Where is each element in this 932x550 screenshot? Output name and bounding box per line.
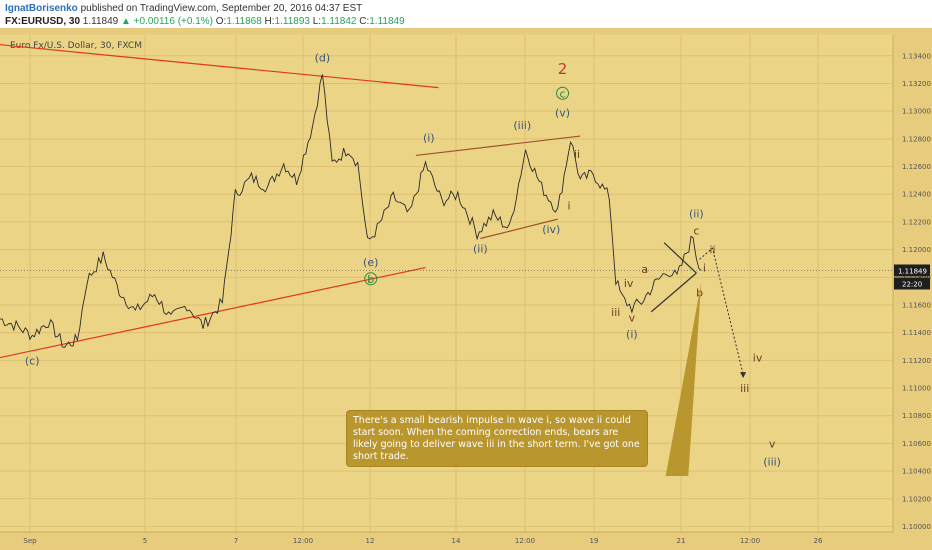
published-text: published on TradingView.com, September … (80, 3, 363, 14)
wave-label: iii (611, 306, 620, 319)
publication-line: IgnatBorisenko published on TradingView.… (5, 3, 362, 14)
wave-label: i (703, 262, 706, 275)
last-price: 1.11849 (82, 16, 119, 27)
low-label: L: (312, 16, 322, 27)
close-label: C: (359, 16, 370, 27)
wave-label: (v) (555, 107, 570, 120)
y-tick-label: 1.12000 (902, 246, 931, 254)
subwave-upper-line (663, 242, 697, 274)
wave-label: (i) (626, 328, 638, 341)
analysis-note-box: There's a small bearish impulse in wave … (346, 410, 648, 467)
wave-label: c (693, 224, 699, 237)
wave-label: (i) (423, 132, 435, 145)
x-tick-label: 12:00 (740, 537, 760, 545)
symbol-name: FX:EURUSD, 30 (5, 16, 81, 27)
wave-label: b (367, 273, 374, 286)
wave-label: (d) (315, 51, 331, 64)
y-tick-label: 1.11400 (902, 329, 931, 337)
wave-label: iv (624, 277, 634, 290)
lower-channel-line (480, 218, 558, 240)
countdown-tag (894, 277, 930, 290)
x-tick-label: 26 (814, 537, 823, 545)
open-label: O: (215, 16, 227, 27)
wave-label: (iv) (542, 223, 560, 236)
wave-label: i (567, 199, 570, 212)
x-tick-label: Sep (23, 537, 37, 545)
wave-label: ii (709, 244, 715, 257)
wave-label: a (641, 263, 648, 276)
y-tick-label: 1.10800 (902, 412, 931, 420)
countdown-value: 22:20 (902, 280, 922, 288)
wave-label: (ii) (473, 242, 488, 255)
wave-label: (ii) (689, 208, 704, 221)
y-tick-label: 1.10400 (902, 468, 931, 476)
y-tick-label: 1.11200 (902, 357, 931, 365)
x-tick-label: 12:00 (293, 537, 313, 545)
wave-label: (c) (25, 354, 40, 367)
y-tick-label: 1.10000 (902, 523, 931, 531)
x-tick-label: 7 (234, 537, 238, 545)
y-tick-label: 1.13400 (902, 52, 931, 60)
y-tick-label: 1.12400 (902, 191, 931, 199)
wave-circle (364, 272, 378, 286)
projection-line (699, 247, 744, 375)
x-tick-label: 5 (143, 537, 147, 545)
high-label: H: (264, 16, 275, 27)
low-value: 1.11842 (321, 16, 357, 27)
author-link[interactable]: IgnatBorisenko (5, 3, 78, 14)
y-tick-label: 1.11000 (902, 385, 931, 393)
y-tick-label: 1.10200 (902, 495, 931, 503)
last-price-tag (894, 264, 930, 277)
chart-title: Euro Fx/U.S. Dollar, 30, FXCM (10, 41, 142, 51)
upper-channel-line (415, 135, 581, 157)
x-tick-label: 12:00 (515, 537, 535, 545)
wave-label: 2 (558, 60, 568, 78)
x-tick-label: 19 (590, 537, 599, 545)
publication-header: IgnatBorisenko published on TradingView.… (0, 0, 932, 28)
up-arrow-icon: ▲ (120, 16, 131, 27)
y-tick-label: 1.12200 (902, 218, 931, 226)
wave-label: (iii) (763, 456, 781, 469)
wave-circle (556, 86, 570, 100)
upper-triangle-line (0, 44, 439, 89)
high-value: 1.11893 (274, 16, 310, 27)
symbol-quote-line: FX:EURUSD, 30 1.11849 ▲ +0.00116 (+0.1%)… (5, 16, 405, 27)
note-pointer (665, 282, 702, 476)
price-chart[interactable]: 1.13400 1.13200 1.13000 1.12800 1.12600 1.124… (0, 28, 932, 550)
x-tick-label: 21 (677, 537, 686, 545)
wave-label: iii (740, 382, 749, 395)
close-value: 1.11849 (369, 16, 405, 27)
y-tick-label: 1.12800 (902, 135, 931, 143)
wave-label: v (769, 438, 776, 451)
x-tick-label: 14 (452, 537, 461, 545)
wave-label: c (560, 87, 566, 100)
wave-label: ii (574, 148, 580, 161)
y-tick-label: 1.11600 (902, 301, 931, 309)
x-tick-label: 12 (366, 537, 375, 545)
wave-label: iv (753, 352, 763, 365)
subwave-lower-line (650, 272, 697, 313)
y-tick-label: 1.13000 (902, 108, 931, 116)
wave-label: v (629, 312, 636, 325)
open-value: 1.11868 (226, 16, 262, 27)
price-change: +0.00116 (+0.1%) (133, 16, 213, 27)
wave-label: (e) (363, 256, 378, 269)
price-series-line (0, 74, 702, 349)
projection-arrowhead (740, 372, 747, 379)
wave-label: (iii) (513, 119, 531, 132)
y-tick-label: 1.10600 (902, 440, 931, 448)
last-price-value: 1.11849 (898, 267, 927, 275)
y-tick-label: 1.12600 (902, 163, 931, 171)
y-tick-label: 1.13200 (902, 80, 931, 88)
